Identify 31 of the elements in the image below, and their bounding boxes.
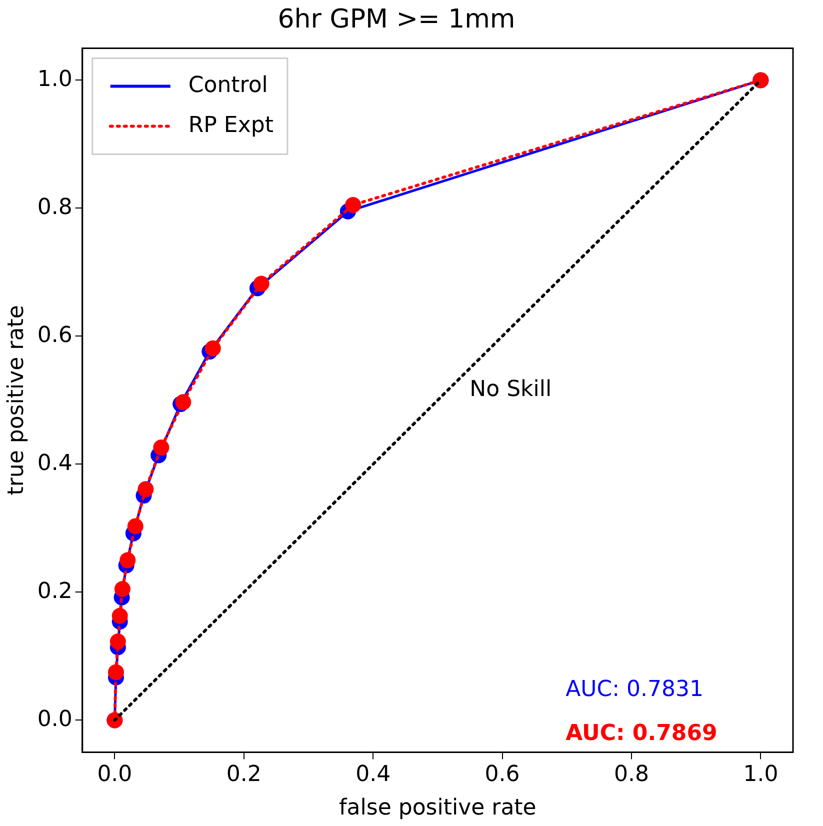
- y-axis-title: true positive rate: [4, 305, 29, 496]
- annotation: No Skill: [470, 377, 552, 402]
- chart-title: 6hr GPM >= 1mm: [278, 4, 516, 34]
- point: [253, 276, 270, 292]
- x-tick-label: 0.8: [614, 762, 649, 788]
- y-tick-label: 1.0: [37, 66, 72, 92]
- point: [204, 340, 221, 356]
- x-tick-label: 0.2: [226, 762, 262, 788]
- point: [120, 552, 136, 568]
- y-tick-label: 0.2: [37, 578, 72, 604]
- point: [114, 581, 130, 597]
- x-tick-label: 0.4: [356, 762, 391, 788]
- y-tick-label: 0.6: [37, 322, 72, 348]
- point: [108, 664, 124, 680]
- point: [138, 481, 154, 498]
- annotation: AUC: 0.7831: [566, 676, 704, 702]
- point: [112, 608, 128, 624]
- point: [127, 518, 144, 534]
- point: [345, 197, 362, 213]
- y-tick-label: 0.8: [37, 194, 72, 220]
- point: [153, 440, 170, 456]
- annotation: AUC: 0.7869: [566, 720, 718, 746]
- x-tick-label: 0.0: [97, 762, 132, 788]
- legend-label: Control: [188, 72, 268, 98]
- point: [110, 633, 126, 650]
- x-tick-label: 0.6: [484, 762, 520, 788]
- x-tick-label: 1.0: [743, 762, 778, 788]
- x-axis-title: false positive rate: [339, 796, 536, 821]
- y-tick-label: 0.4: [37, 450, 72, 476]
- y-tick-label: 0.0: [37, 706, 72, 732]
- legend-label: RP Expt: [188, 112, 274, 138]
